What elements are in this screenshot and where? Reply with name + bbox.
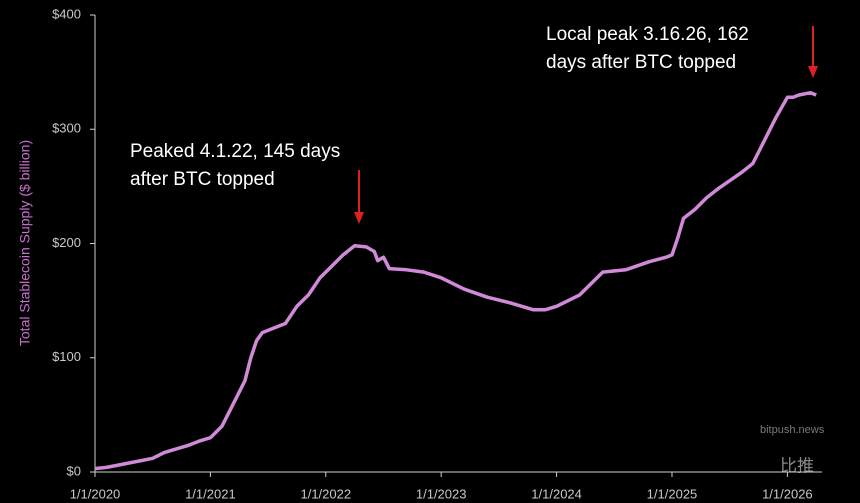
y-tick-label: $0: [67, 463, 81, 478]
annotation: days after BTC topped: [546, 52, 736, 73]
x-tick-label: 1/1/2026: [762, 486, 813, 501]
y-axis-label: Total Stablecoin Supply ($ billion): [17, 140, 33, 346]
watermark: bitpush.news: [760, 424, 825, 436]
y-tick-label: $100: [52, 349, 81, 364]
x-tick-label: 1/1/2024: [531, 486, 582, 501]
annotation: Peaked 4.1.22, 145 days: [130, 141, 340, 162]
x-tick-label: 1/1/2025: [647, 486, 698, 501]
line: [94, 90, 817, 471]
x-tick-label: 1/1/2023: [416, 486, 467, 501]
arrow: [354, 26, 818, 224]
y-tick-label: $300: [52, 121, 81, 136]
x-tick-label: 1/1/2022: [300, 486, 351, 501]
y-tick-label: $400: [52, 6, 81, 21]
annotation: after BTC topped: [130, 169, 275, 190]
watermark: 比推: [780, 456, 814, 475]
x-tick-label: 1/1/2020: [70, 486, 121, 501]
annotation: Local peak 3.16.26, 162: [546, 24, 749, 45]
y-tick-label: $200: [52, 235, 81, 250]
x-tick-label: 1/1/2021: [185, 486, 236, 501]
